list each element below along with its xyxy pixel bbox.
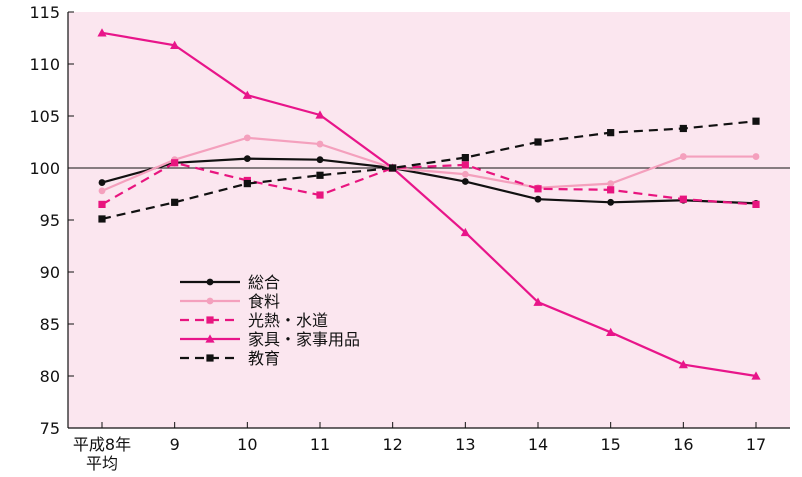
series-line-4 [101,120,757,221]
x-axis: 平成8年平均 9 10 11 12 13 14 15 16 17 [68,422,790,473]
data-point [679,153,687,160]
legend-label: 家具・家事用品 [248,330,360,349]
data-point [534,138,542,146]
data-point [751,371,761,380]
data-point [98,215,106,223]
y-tick-label: 95 [40,211,60,230]
series-line-3 [101,31,757,378]
data-point [678,359,688,369]
data-point [461,178,469,185]
data-point [607,180,615,188]
data-point [243,134,251,142]
data-point [534,185,542,193]
data-point [607,129,615,137]
legend-swatch-marker [206,297,214,305]
data-point [316,191,324,199]
data-point [460,227,470,237]
data-point [461,161,469,169]
data-point [243,155,251,163]
legend-label: 総合 [248,273,280,292]
x-tick-label: 9 [170,435,180,454]
data-point [752,117,760,125]
series-line-0 [101,157,757,205]
data-point [171,159,179,167]
legend-label: 教育 [248,349,280,368]
data-point [316,156,324,164]
series-line-2 [101,161,757,206]
x-tick-label: 12 [382,435,402,454]
x-tick-label: 13 [455,435,475,454]
data-point [534,195,542,203]
data-point [461,154,469,162]
data-point [98,179,106,186]
data-point [316,140,324,148]
data-point [389,164,397,172]
legend-label: 光熱・水道 [248,311,328,330]
x-tick-label: 15 [600,435,620,454]
series-lines [97,28,761,380]
x-tick-label: 10 [237,435,257,454]
data-point [315,110,325,119]
data-point [679,195,687,203]
y-tick-label: 75 [40,419,60,438]
data-point [752,153,760,160]
data-point [752,200,760,208]
y-tick-label: 115 [29,3,60,22]
legend-item-2: 光熱・水道 [180,311,328,330]
y-tick-label: 85 [40,315,60,334]
legend-label: 食料 [248,292,280,311]
series-line-1 [101,136,756,192]
legend-item-1: 食料 [180,292,280,311]
data-point [679,124,687,133]
x-tick-label: 11 [310,435,330,454]
legend-swatch-marker [205,334,215,343]
data-point [98,200,106,208]
x-tick-label: 14 [528,435,548,454]
data-point [243,180,251,188]
legend-item-3: 家具・家事用品 [180,330,360,349]
x-tick-label: 平成8年平均 [73,435,131,473]
data-point [170,40,180,49]
series-4 [98,117,760,223]
data-point [461,170,469,178]
data-point [533,297,543,306]
y-tick-label: 100 [29,159,60,178]
data-point [97,28,107,37]
legend-item-4: 教育 [180,349,280,368]
x-tick-label: 16 [673,435,693,454]
data-point [606,327,616,336]
y-tick-label: 110 [29,55,60,74]
data-point [242,90,252,99]
data-point [316,171,324,179]
y-tick-label: 80 [40,367,60,386]
data-point [607,198,615,206]
legend-swatch-marker [206,278,214,286]
y-axis: 75 80 85 90 95 100 105 110 115 [29,3,74,438]
data-point [98,187,106,195]
y-tick-label: 90 [40,263,60,282]
x-tick-label: 17 [746,435,766,454]
legend-item-0: 総合 [180,273,280,292]
data-point [171,198,179,206]
y-tick-label: 105 [29,107,60,126]
data-point [607,186,615,194]
legend-swatch-marker [206,316,214,324]
legend-swatch-marker [206,354,214,362]
